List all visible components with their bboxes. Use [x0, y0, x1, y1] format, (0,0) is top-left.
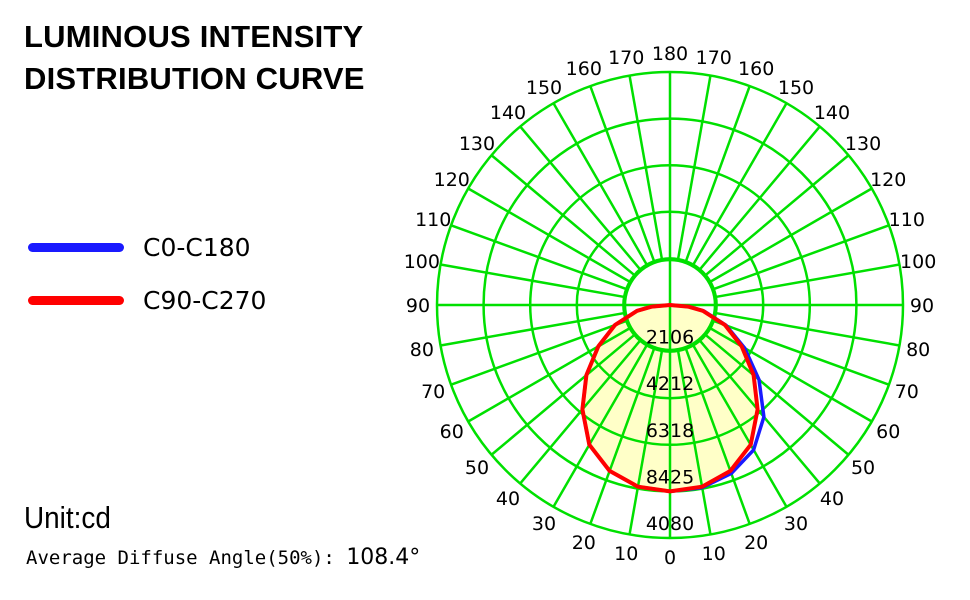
grid-spoke — [697, 125, 821, 272]
grid-spoke — [467, 187, 632, 284]
angle-label: 20 — [572, 532, 596, 554]
ring-label: 4080 — [646, 513, 694, 535]
average-diffuse-angle: Average Diffuse Angle(50%): 108.4° — [26, 545, 420, 570]
grid-spoke — [450, 319, 629, 386]
grid-spoke — [552, 102, 649, 267]
grid-spoke — [703, 154, 850, 278]
ring-label: 4212 — [646, 373, 694, 395]
grid-spoke — [708, 187, 873, 284]
grid-spoke — [711, 224, 890, 291]
angle-label: 170 — [608, 47, 644, 69]
angle-label: 120 — [870, 169, 906, 191]
angle-label: 60 — [440, 421, 464, 443]
grid-spoke — [684, 85, 751, 264]
grid-spoke — [440, 263, 626, 299]
angle-label: 150 — [778, 77, 814, 99]
grid-spoke — [684, 346, 751, 525]
unit-label: Unit:cd — [24, 500, 111, 535]
grid-spoke — [589, 346, 656, 525]
angle-label: 70 — [421, 381, 445, 403]
grid-spoke — [703, 332, 850, 456]
angle-label: 90 — [910, 295, 934, 317]
chart-title: LUMINOUS INTENSITY DISTRIBUTION CURVE — [24, 16, 365, 100]
angle-label: 80 — [906, 339, 930, 361]
angle-label: 50 — [465, 457, 489, 479]
grid-spoke — [519, 125, 643, 272]
angle-label: 130 — [845, 133, 881, 155]
angle-label: 10 — [614, 543, 638, 565]
legend-label-c90-c270: C90-C270 — [143, 286, 267, 315]
angle-label: 40 — [496, 488, 520, 510]
grid-spoke — [714, 263, 900, 299]
angle-label: 20 — [744, 532, 768, 554]
angle-label: 50 — [851, 457, 875, 479]
angle-label: 100 — [404, 251, 440, 273]
angle-label: 170 — [696, 47, 732, 69]
grid-spoke — [676, 349, 712, 535]
grid-spoke — [490, 332, 637, 456]
angle-label: 130 — [459, 133, 495, 155]
angle-label: 30 — [532, 513, 556, 535]
angle-label: 140 — [490, 102, 526, 124]
angle-label: 180 — [652, 43, 688, 65]
ring-label: 6318 — [646, 420, 694, 442]
angle-label: 150 — [526, 77, 562, 99]
grid-spoke — [628, 349, 664, 535]
grid-spoke — [519, 338, 643, 485]
angle-label: 0 — [664, 547, 676, 569]
grid-spoke — [440, 311, 626, 347]
grid-spoke — [697, 338, 821, 485]
average-angle-label: Average Diffuse Angle(50%): — [26, 547, 335, 569]
angle-label: 60 — [876, 421, 900, 443]
legend-label-c0-c180: C0-C180 — [143, 233, 251, 262]
angle-label: 40 — [820, 488, 844, 510]
average-angle-value: 108.4° — [346, 545, 421, 570]
angle-label: 70 — [895, 381, 919, 403]
grid-spoke — [711, 319, 890, 386]
grid-spoke — [467, 326, 632, 423]
series-curve-c90-c270 — [580, 303, 760, 494]
grid-spoke — [628, 75, 664, 261]
angle-label: 160 — [566, 58, 602, 80]
legend-swatch-c90-c270 — [28, 296, 124, 305]
grid-spoke — [708, 326, 873, 423]
angle-label: 110 — [889, 209, 925, 231]
grid-spoke — [450, 224, 629, 291]
angle-label: 30 — [784, 513, 808, 535]
ring-label: 8425 — [646, 466, 694, 488]
legend-swatch-c0-c180 — [28, 243, 124, 252]
angle-label: 90 — [406, 295, 430, 317]
grid-spoke — [589, 85, 656, 264]
grid-spoke — [552, 343, 649, 508]
angle-label: 80 — [410, 339, 434, 361]
ring-label: 2106 — [646, 327, 694, 349]
angle-label: 100 — [900, 251, 936, 273]
angle-label: 140 — [814, 102, 850, 124]
grid-spoke — [691, 102, 788, 267]
grid-spoke — [714, 311, 900, 347]
grid-spoke — [691, 343, 788, 508]
angle-label: 120 — [434, 169, 470, 191]
angle-label: 110 — [415, 209, 451, 231]
title-line-1: LUMINOUS INTENSITY — [24, 19, 364, 54]
angle-label: 10 — [702, 543, 726, 565]
angle-label: 160 — [738, 58, 774, 80]
title-line-2: DISTRIBUTION CURVE — [24, 61, 365, 96]
grid-spoke — [676, 75, 712, 261]
grid-spoke — [490, 154, 637, 278]
